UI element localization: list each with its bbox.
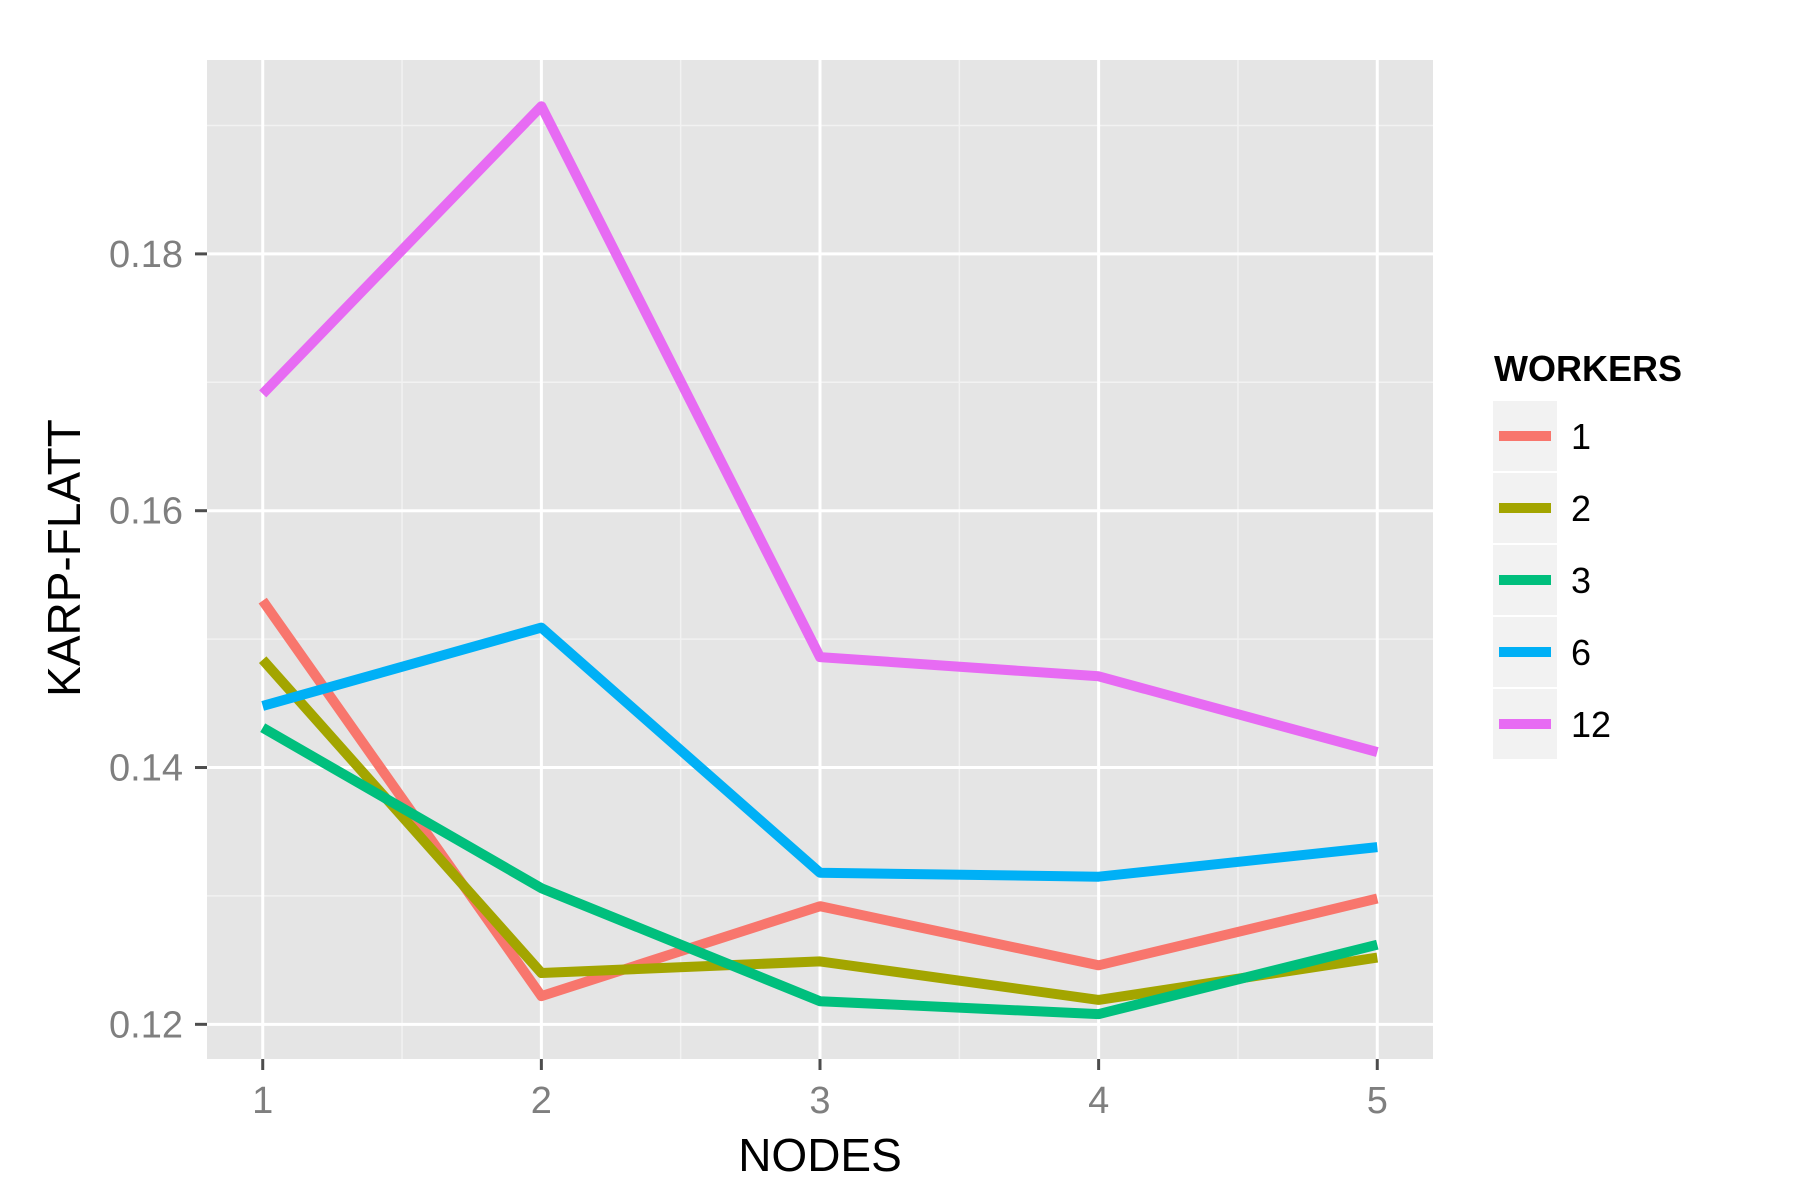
x-tick-label: 5 [1367, 1080, 1388, 1122]
legend-label-1: 1 [1571, 416, 1591, 457]
series-line-6 [261, 622, 1378, 882]
legend-label-2: 2 [1571, 488, 1591, 529]
y-tick-label: 0.18 [109, 234, 183, 276]
x-axis-title: NODES [738, 1129, 902, 1181]
legend-label-6: 6 [1571, 632, 1591, 673]
x-tick-label: 3 [809, 1080, 830, 1122]
y-axis: 0.12 0.14 0.16 0.18 [109, 234, 207, 1046]
x-tick-label: 4 [1088, 1080, 1109, 1122]
legend-label-12: 12 [1571, 704, 1611, 745]
y-axis-title: KARP-FLATT [38, 419, 90, 697]
y-tick-label: 0.14 [109, 748, 183, 790]
legend-title: WORKERS [1494, 348, 1682, 389]
x-tick-label: 1 [252, 1080, 273, 1122]
legend-label-3: 3 [1571, 560, 1591, 601]
x-axis: 1 2 3 4 5 [252, 1059, 1388, 1122]
series-line-2 [258, 656, 1379, 1005]
y-tick-label: 0.16 [109, 491, 183, 533]
series-line-3 [260, 723, 1379, 1020]
series-line-12 [259, 101, 1379, 757]
x-tick-label: 2 [531, 1080, 552, 1122]
series-lines [258, 101, 1379, 1020]
y-tick-label: 0.12 [109, 1004, 183, 1046]
